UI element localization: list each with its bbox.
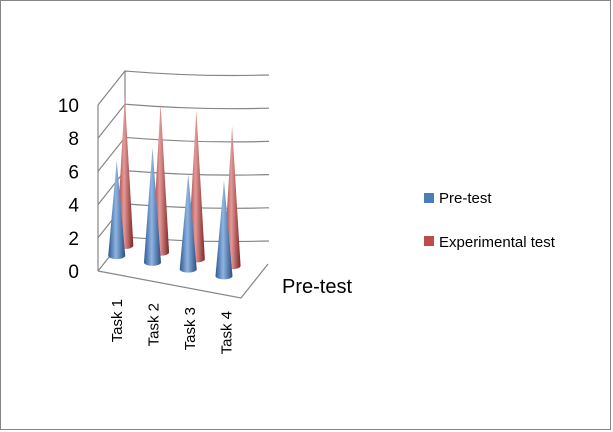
depth-axis-label: Pre-test bbox=[282, 276, 352, 298]
gridline bbox=[97, 103, 270, 139]
x-category-label: Task 2 bbox=[146, 303, 163, 346]
y-tick-label: 4 bbox=[68, 196, 79, 217]
legend-swatch-experimental-test bbox=[424, 236, 434, 246]
axis-wall-edge bbox=[97, 263, 269, 299]
gridline bbox=[97, 70, 270, 106]
x-category-label: Task 1 bbox=[109, 299, 126, 342]
legend-label-experimental-test: Experimental test bbox=[439, 234, 556, 251]
y-tick-label: 10 bbox=[58, 96, 79, 117]
y-tick-label: 8 bbox=[68, 129, 79, 150]
cone-pre-test bbox=[143, 147, 161, 266]
gridline bbox=[97, 169, 270, 205]
cone-pre-test bbox=[108, 160, 126, 260]
plot-area bbox=[108, 96, 241, 280]
legend: Pre-test Experimental test bbox=[424, 190, 556, 251]
x-category-label: Task 4 bbox=[219, 311, 236, 354]
cone-pre-test bbox=[215, 180, 233, 280]
y-tick-label: 2 bbox=[68, 229, 79, 250]
x-category-label: Task 3 bbox=[182, 307, 199, 350]
y-axis: 0 2 4 6 8 10 bbox=[58, 96, 80, 283]
gridline bbox=[97, 136, 270, 172]
y-tick-label: 0 bbox=[68, 262, 79, 283]
x-axis: Task 1 Task 2 Task 3 Task 4 bbox=[109, 299, 236, 354]
y-tick-label: 6 bbox=[68, 162, 79, 183]
cone-pre-test bbox=[179, 173, 197, 273]
chart-grid bbox=[97, 70, 270, 299]
legend-label-pre-test: Pre-test bbox=[439, 190, 492, 207]
legend-swatch-pre-test bbox=[424, 193, 434, 203]
